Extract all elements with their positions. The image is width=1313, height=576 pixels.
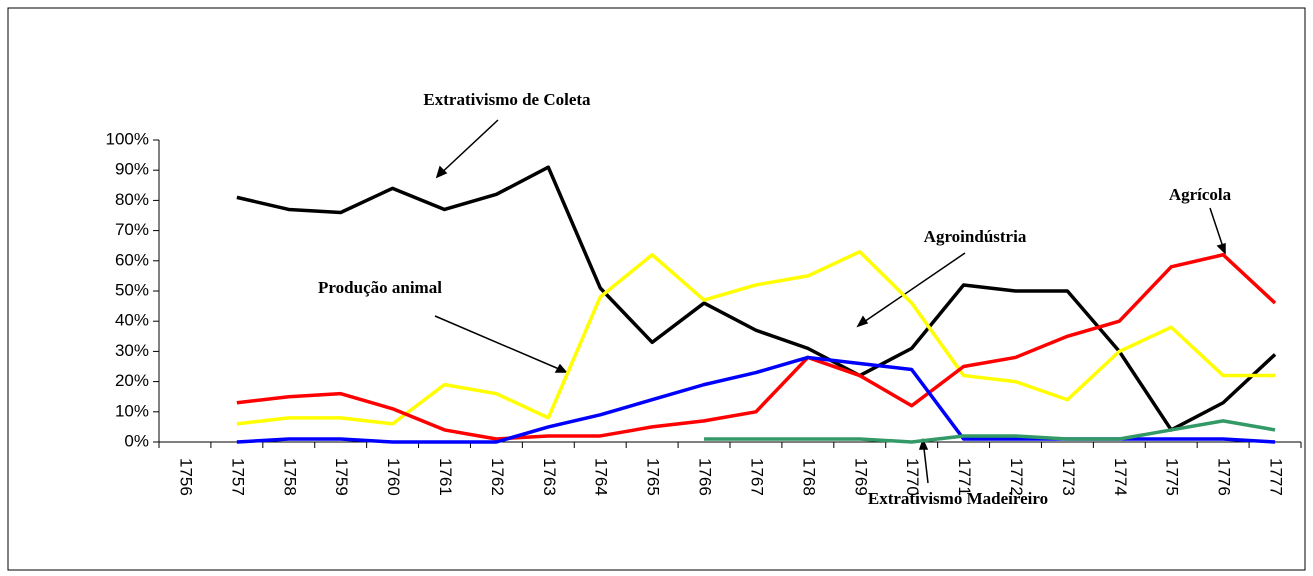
y-tick-label: 40% — [115, 311, 149, 330]
x-tick-label: 1758 — [280, 458, 299, 496]
x-tick-label: 1762 — [488, 458, 507, 496]
y-tick-label: 50% — [115, 280, 149, 299]
series-line — [704, 419, 1276, 444]
x-tick-label: 1764 — [592, 458, 611, 496]
x-tick-label: 1771 — [955, 458, 974, 496]
x-tick-label: 1766 — [696, 458, 715, 496]
x-tick-label: 1770 — [903, 458, 922, 496]
x-tick-label: 1757 — [228, 458, 247, 496]
x-tick-label: 1768 — [799, 458, 818, 496]
y-tick-label: 0% — [124, 431, 149, 450]
y-tick-label: 10% — [115, 401, 149, 420]
x-tick-label: 1773 — [1059, 458, 1078, 496]
x-tick-label: 1765 — [644, 458, 663, 496]
y-tick-label: 60% — [115, 250, 149, 269]
series-annotation: Extrativismo Madeireiro — [868, 489, 1048, 508]
frame — [7, 7, 1306, 571]
x-tick-label: 1772 — [1007, 458, 1026, 496]
x-tick-label: 1775 — [1163, 458, 1182, 496]
y-tick-label: 20% — [115, 371, 149, 390]
series-line — [236, 165, 1277, 432]
arrows — [434, 119, 1226, 484]
y-tick-label: 30% — [115, 341, 149, 360]
series-annotation: Produção animal — [318, 278, 442, 297]
y-tick-label: 90% — [115, 160, 149, 179]
x-tick-label: 1769 — [851, 458, 870, 496]
series-line — [236, 355, 1276, 444]
x-tick-label: 1763 — [540, 458, 559, 496]
series-annotation: Agroindústria — [924, 227, 1027, 246]
x-tick-label: 1761 — [436, 458, 455, 496]
x-tick-label: 1759 — [332, 458, 351, 496]
x-tick-label: 1756 — [176, 458, 195, 496]
x-tick-label: 1767 — [747, 458, 766, 496]
y-tick-label: 80% — [115, 190, 149, 209]
series-line — [236, 249, 1276, 426]
x-tick-label: 1760 — [384, 458, 403, 496]
y-tick-label: 70% — [115, 220, 149, 239]
series-annotation: Extrativismo de Coleta — [423, 90, 591, 109]
y-tick-label: 100% — [106, 129, 149, 148]
series-annotation: Agrícola — [1169, 185, 1232, 204]
x-tick-label: 1776 — [1215, 458, 1234, 496]
series-line — [236, 253, 1277, 441]
x-tick-label: 1777 — [1267, 458, 1286, 496]
x-tick-label: 1774 — [1111, 458, 1130, 496]
